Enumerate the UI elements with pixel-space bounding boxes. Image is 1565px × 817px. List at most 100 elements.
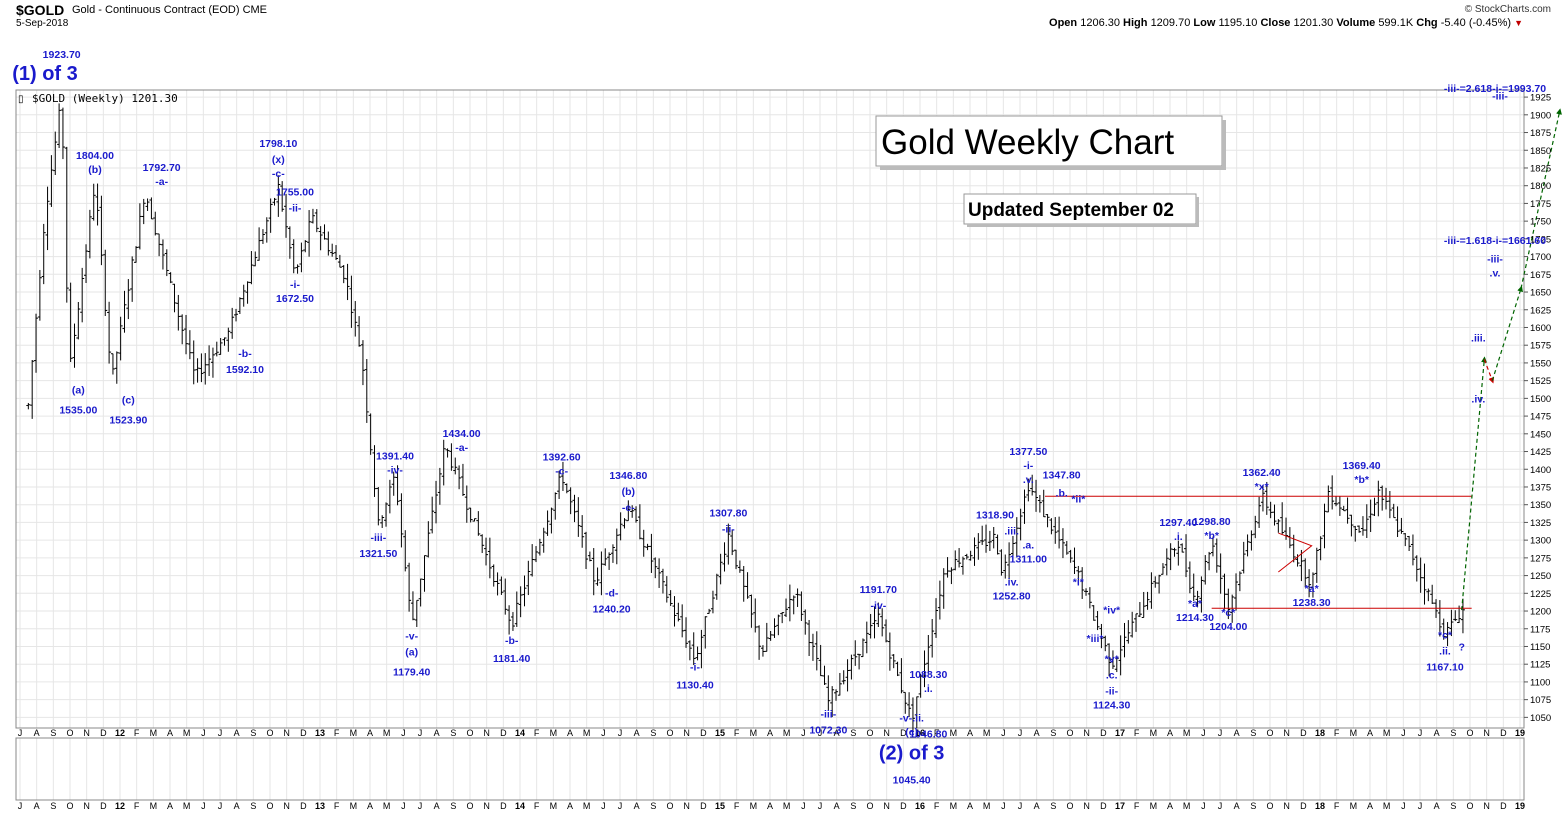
y-tick-label: 1425 <box>1530 447 1551 458</box>
x-tick-label: O <box>1466 801 1473 811</box>
low-label: Low <box>1193 17 1216 29</box>
x-tick-label: D <box>1100 728 1107 738</box>
x-tick-label: A <box>767 801 773 811</box>
triangle-pattern <box>1278 532 1313 573</box>
x-tick-label: J <box>618 801 623 811</box>
x-tick-label: J <box>1018 728 1023 738</box>
wave-labels: 1923.70 (1) of 3 1804.00 (b) (a) 1535.00 (c) 15… <box>12 49 1546 787</box>
wave-label: 1311.00 <box>1010 553 1048 565</box>
x-tick-label: O <box>666 728 673 738</box>
x-tick-label: 15 <box>715 801 725 811</box>
x-tick-label: S <box>850 728 856 738</box>
wave-label: *a* <box>1188 598 1203 610</box>
wave-label: 1214.30 <box>1176 612 1214 624</box>
x-tick-label: A <box>1434 728 1440 738</box>
x-tick-label: S <box>250 728 256 738</box>
x-tick-label: O <box>866 728 873 738</box>
wave-label: *a* <box>1305 583 1320 595</box>
y-tick-label: 1175 <box>1530 624 1550 635</box>
chart-title: Gold Weekly Chart <box>881 123 1174 162</box>
y-tick-label: 1575 <box>1530 341 1551 352</box>
x-tick-label: D <box>900 801 907 811</box>
x-tick-label: F <box>934 728 940 738</box>
wave-label: 1252.80 <box>993 591 1031 603</box>
x-tick-label: D <box>700 801 707 811</box>
x-tick-label: A <box>767 728 773 738</box>
wave-label: 1362.40 <box>1243 467 1281 479</box>
x-tick-label: M <box>1383 728 1391 738</box>
wave-label: 1369.40 <box>1343 460 1381 472</box>
x-tick-label: S <box>650 801 656 811</box>
x-tick-label: D <box>500 728 507 738</box>
x-tick-label: D <box>500 801 507 811</box>
x-tick-label: M <box>1350 728 1358 738</box>
wave-label: *x* <box>1255 481 1270 493</box>
wave-label: -i- <box>690 661 700 673</box>
x-tick-label: J <box>818 728 823 738</box>
ohlc-readout: Open 1206.30 High 1209.70 Low 1195.10 Cl… <box>1049 17 1523 29</box>
wave-label: -c- <box>272 168 285 180</box>
x-tick-label: A <box>1034 801 1040 811</box>
x-tick-label: A <box>1367 801 1373 811</box>
x-tick-label: O <box>266 801 273 811</box>
wave-label: 1298.80 <box>1193 516 1231 528</box>
wave-label: -iii- <box>370 532 386 544</box>
wave-label: -e- <box>622 502 635 514</box>
x-tick-label: O <box>1266 728 1273 738</box>
wave-label: 1346.80 <box>609 470 647 482</box>
x-tick-label: O <box>466 801 473 811</box>
x-tick-label: D <box>300 801 307 811</box>
y-tick-label: 1725 <box>1530 234 1551 245</box>
x-tick-label: 14 <box>515 728 525 738</box>
wave-label: .ii. <box>1439 645 1451 657</box>
x-tick-label: O <box>666 801 673 811</box>
wave-label: .i. <box>924 683 933 695</box>
wave-label: -b- <box>238 348 252 360</box>
x-tick-label: 19 <box>1515 728 1525 738</box>
x-tick-label: M <box>750 728 758 738</box>
x-tick-label: J <box>201 728 206 738</box>
wave-label: -iii- <box>820 709 836 721</box>
y-tick-label: 1150 <box>1530 642 1550 653</box>
legend-text: $GOLD (Weekly) 1201.30 <box>32 92 178 105</box>
wave-label: .iii. <box>1004 526 1019 538</box>
x-tick-label: J <box>401 728 406 738</box>
y-tick-label: 1250 <box>1530 571 1551 582</box>
x-tick-label: 14 <box>515 801 525 811</box>
wave-label: *b* <box>1354 474 1370 486</box>
x-tick-label: J <box>818 801 823 811</box>
wave-label: -ii- <box>722 524 735 536</box>
chg-label: Chg <box>1416 17 1438 29</box>
wave-label: *c* <box>1221 607 1236 619</box>
x-tick-label: O <box>1466 728 1473 738</box>
wave-label: -iii-=1.618-i-=1661.60 <box>1444 235 1546 247</box>
x-tick-label: S <box>1250 728 1256 738</box>
wave-label: 1124.30 <box>1093 700 1131 712</box>
x-tick-label: F <box>1134 728 1140 738</box>
x-tick-label: J <box>401 801 406 811</box>
wave-label: (a) <box>72 385 85 397</box>
x-tick-label: 18 <box>1315 801 1325 811</box>
x-tick-label: A <box>34 801 40 811</box>
x-tick-label: S <box>1050 728 1056 738</box>
x-tick-label: A <box>634 728 640 738</box>
x-tick-label: D <box>1500 728 1507 738</box>
x-tick-label: 15 <box>715 728 725 738</box>
x-tick-label: J <box>18 801 23 811</box>
x-tick-label: M <box>550 728 558 738</box>
x-tick-label: F <box>334 728 340 738</box>
wave-label: ? <box>1458 641 1464 653</box>
y-tick-label: 1450 <box>1530 429 1551 440</box>
x-tick-label: M <box>983 728 991 738</box>
x-tick-label: N <box>1483 728 1490 738</box>
wave-label: *i* <box>1073 577 1085 589</box>
wave-label: 1318.90 <box>976 510 1014 522</box>
wave-label: *iv* <box>1103 604 1121 616</box>
x-tick-label: 16 <box>915 801 925 811</box>
title-box: Gold Weekly Chart <box>875 115 1226 170</box>
x-tick-label: F <box>1334 801 1340 811</box>
projection-path <box>1461 108 1562 611</box>
x-tick-label: M <box>1183 728 1191 738</box>
x-tick-label: M <box>950 728 958 738</box>
